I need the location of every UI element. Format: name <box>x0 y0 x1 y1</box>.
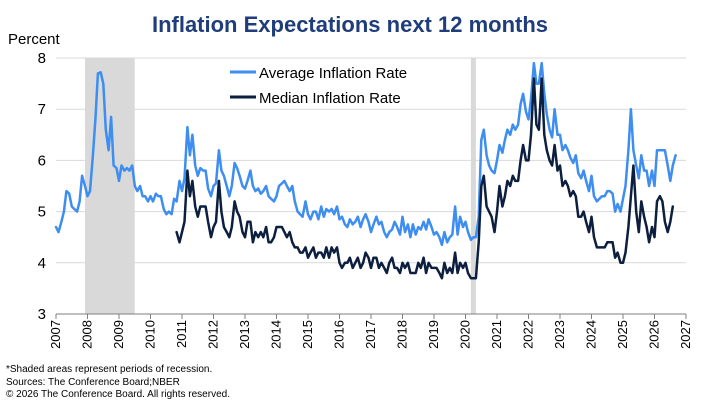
chart-title: Inflation Expectations next 12 months <box>152 12 548 37</box>
x-tick-label: 2007 <box>48 320 63 349</box>
y-tick-label: 8 <box>38 50 46 67</box>
series-lines <box>54 61 677 280</box>
median-inflation-line <box>175 77 675 280</box>
recession-shading <box>84 58 476 314</box>
inflation-expectations-chart: Inflation Expectations next 12 months Pe… <box>8 12 693 349</box>
y-tick-label: 4 <box>38 255 46 272</box>
x-tick-label: 2012 <box>206 320 221 349</box>
copyright-footnote: © 2026 The Conference Board. All rights … <box>6 389 230 400</box>
y-tick-label: 7 <box>38 101 46 118</box>
x-tick-label: 2016 <box>332 320 347 349</box>
x-tick-label: 2015 <box>300 320 315 349</box>
x-tick-label: 2022 <box>521 320 536 349</box>
x-tick-label: 2008 <box>80 320 95 349</box>
legend: Average Inflation Rate Median Inflation … <box>230 65 407 107</box>
x-tick-label: 2024 <box>584 320 599 349</box>
x-tick-label: 2010 <box>143 320 158 349</box>
y-tick-label: 5 <box>38 204 46 221</box>
x-tick-label: 2025 <box>615 320 630 349</box>
legend-label-average: Average Inflation Rate <box>259 65 407 82</box>
x-tick-label: 2023 <box>552 320 567 349</box>
x-tick-label: 2020 <box>458 320 473 349</box>
x-tick-label: 2019 <box>426 320 441 349</box>
y-axis: 3 4 5 6 7 8 <box>38 50 46 323</box>
footnotes: *Shaded areas represent periods of reces… <box>6 364 230 402</box>
x-tick-label: 2021 <box>489 320 504 349</box>
recession-band-0 <box>84 58 135 314</box>
recession-band-1 <box>470 58 476 314</box>
x-axis: 2007 2008 2009 2010 2011 2012 2013 2014 2015 2016… <box>48 313 693 349</box>
x-tick-label: 2027 <box>678 320 693 349</box>
average-inflation-line <box>54 61 677 247</box>
x-tick-label: 2009 <box>111 320 126 349</box>
legend-label-median: Median Inflation Rate <box>259 90 401 107</box>
x-tick-label: 2017 <box>363 320 378 349</box>
x-tick-label: 2026 <box>647 320 662 349</box>
x-tick-label: 2013 <box>237 320 252 349</box>
sources-footnote: Sources: The Conference Board;NBER <box>6 376 180 388</box>
y-tick-label: 3 <box>38 306 46 323</box>
recession-footnote: *Shaded areas represent periods of reces… <box>6 364 213 375</box>
x-tick-label: 2018 <box>395 320 410 349</box>
y-axis-unit-label: Percent <box>8 31 61 48</box>
y-tick-label: 6 <box>38 152 46 169</box>
x-tick-label: 2014 <box>269 320 284 349</box>
x-tick-label: 2011 <box>174 320 189 348</box>
